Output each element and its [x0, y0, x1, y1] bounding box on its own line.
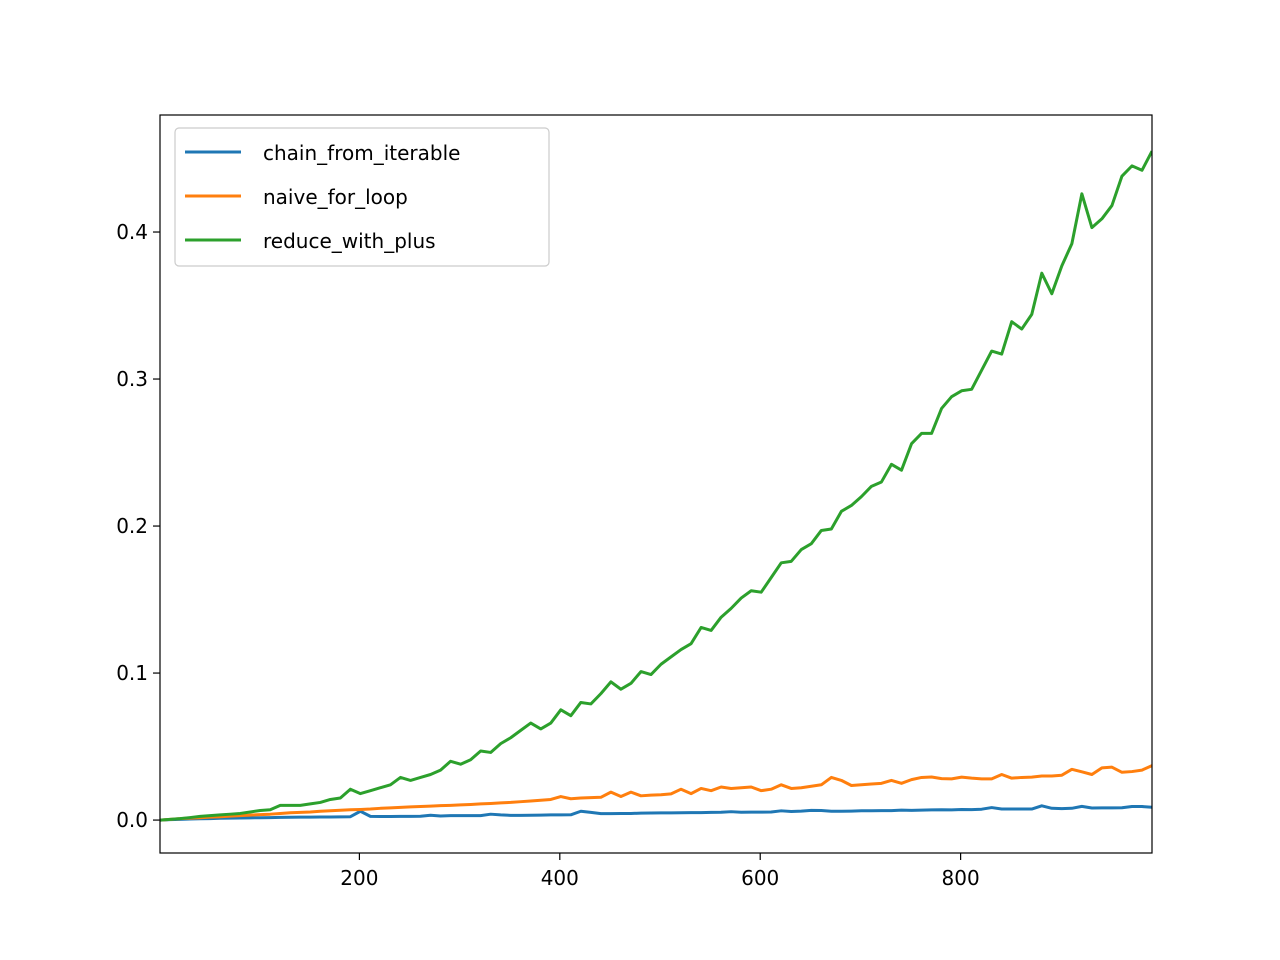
plot-frame: [159, 114, 1153, 854]
y-tick-label: 0.4: [116, 220, 148, 244]
y-tick-label: 0.2: [116, 514, 148, 538]
legend-label: reduce_with_plus: [263, 229, 436, 253]
y-tick-label: 0.1: [116, 661, 148, 685]
series-line: [160, 804, 1152, 822]
legend-label: naive_for_loop: [263, 185, 408, 209]
x-tick-label: 200: [340, 866, 378, 890]
legend-label: chain_from_iterable: [263, 141, 460, 165]
x-tick-label: 600: [741, 866, 779, 890]
series-line: [160, 150, 1152, 822]
legend-box: [174, 127, 550, 267]
y-tick-label: 0.3: [116, 367, 148, 391]
series-line: [160, 764, 1152, 822]
x-tick-label: 400: [541, 866, 579, 890]
y-tick-label: 0.0: [116, 808, 148, 832]
x-tick-label: 800: [942, 866, 980, 890]
